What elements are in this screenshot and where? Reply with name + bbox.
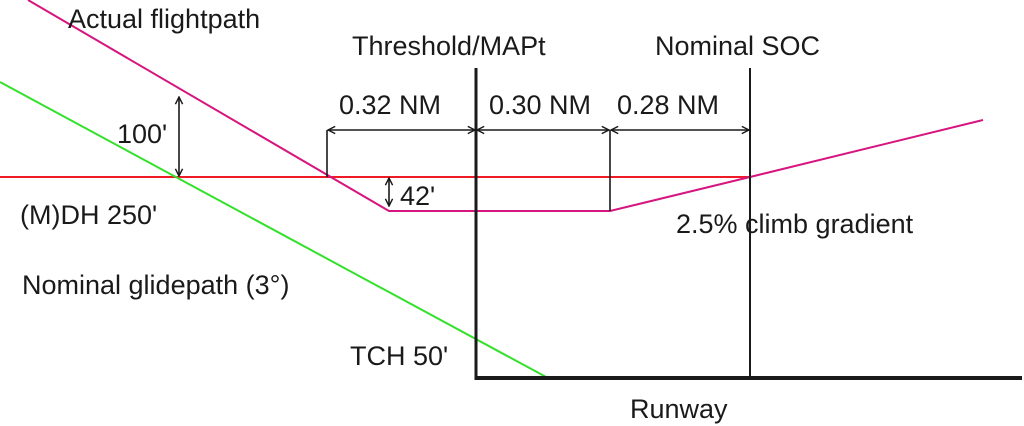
- threshold-mapt-label: Threshold/MAPt: [352, 31, 546, 61]
- dist-label-3: 0.28 NM: [617, 90, 719, 120]
- actual-flightpath-label: Actual flightpath: [68, 4, 260, 34]
- climb-gradient-label: 2.5% climb gradient: [676, 209, 914, 239]
- runway-label: Runway: [630, 394, 728, 424]
- tch-label: TCH 50': [350, 341, 448, 371]
- nominal-glidepath-label: Nominal glidepath (3°): [22, 270, 289, 300]
- height-label-42: 42': [400, 181, 435, 211]
- decision-height-label: (M)DH 250': [20, 200, 157, 230]
- height-label-100: 100': [117, 119, 167, 149]
- nominal-glidepath-line: [0, 81, 549, 379]
- dist-label-1: 0.32 NM: [339, 90, 441, 120]
- nominal-soc-label: Nominal SOC: [655, 31, 820, 61]
- dist-label-2: 0.30 NM: [489, 90, 591, 120]
